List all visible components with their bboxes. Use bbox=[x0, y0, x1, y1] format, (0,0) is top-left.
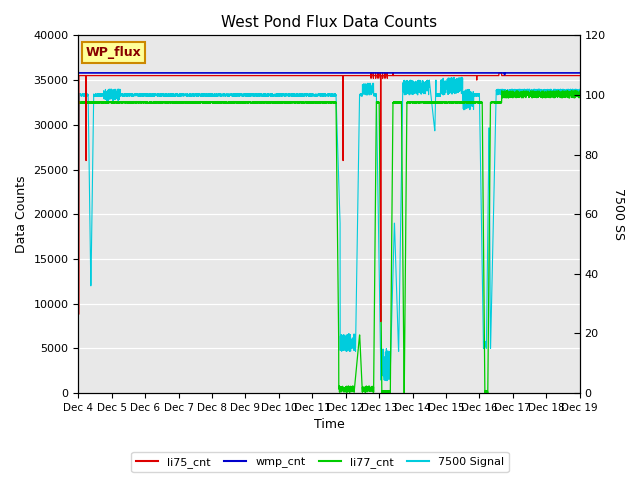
Y-axis label: Data Counts: Data Counts bbox=[15, 176, 28, 253]
Y-axis label: 7500 SS: 7500 SS bbox=[612, 188, 625, 240]
Title: West Pond Flux Data Counts: West Pond Flux Data Counts bbox=[221, 15, 437, 30]
Text: WP_flux: WP_flux bbox=[86, 46, 141, 59]
X-axis label: Time: Time bbox=[314, 419, 344, 432]
Legend: li75_cnt, wmp_cnt, li77_cnt, 7500 Signal: li75_cnt, wmp_cnt, li77_cnt, 7500 Signal bbox=[131, 452, 509, 472]
